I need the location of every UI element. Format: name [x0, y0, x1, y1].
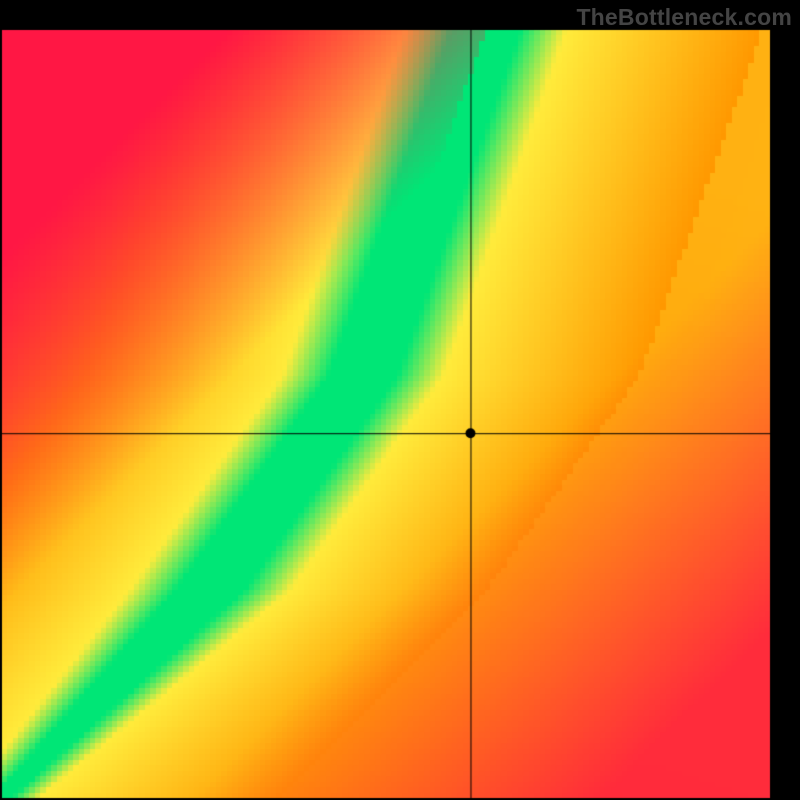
bottleneck-heatmap [0, 0, 800, 800]
chart-container: TheBottleneck.com [0, 0, 800, 800]
watermark-text: TheBottleneck.com [576, 4, 792, 31]
